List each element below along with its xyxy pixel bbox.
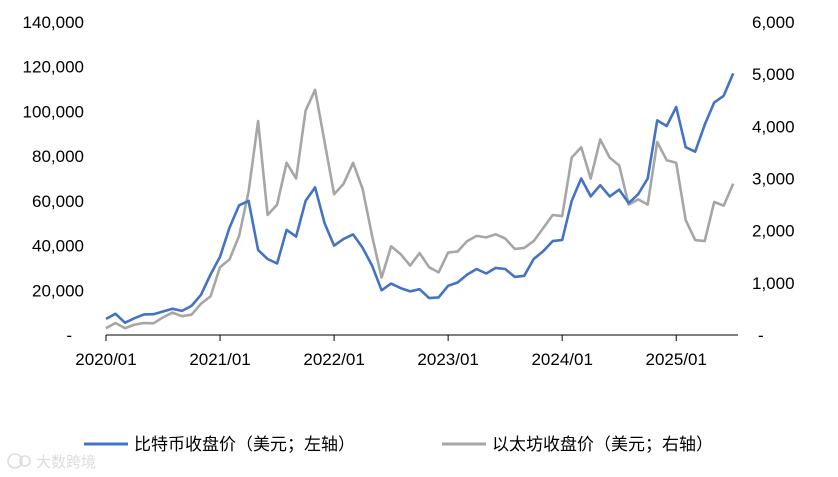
right-axis-ticks: - 1,000 2,000 3,000 4,000 5,000 6,000 [752, 13, 795, 345]
right-axis-tick-label: 2,000 [752, 222, 795, 241]
x-axis-tick-label: 2025/01 [645, 350, 706, 369]
legend: 比特币收盘价（美元；左轴） 以太坊收盘价（美元；右轴） [84, 435, 713, 455]
right-axis-tick-label: 5,000 [752, 65, 795, 84]
left-axis-tick-label: 80,000 [32, 147, 84, 166]
x-axis-tick-labels: 2020/01 2021/01 2022/01 2023/01 2024/01 2025/… [75, 350, 707, 369]
watermark-text: 大数跨境 [36, 453, 96, 471]
x-axis-tick-label: 2020/01 [75, 350, 136, 369]
legend-label-bitcoin: 比特币收盘价（美元；左轴） [134, 435, 355, 455]
x-axis-tickmarks [105, 335, 677, 341]
left-axis-ticks: - 20,000 40,000 60,000 80,000 100,000 120,000 1… [23, 13, 84, 345]
x-axis-tick-label: 2024/01 [531, 350, 592, 369]
left-axis-tick-label: 40,000 [32, 237, 84, 256]
series-line-bitcoin [105, 72, 735, 325]
left-axis-tick-label: 20,000 [32, 281, 84, 300]
left-axis-tick-label: - [66, 326, 72, 345]
watermark-logo-icon [7, 453, 31, 469]
watermark: 大数跨境 [7, 453, 96, 471]
left-axis-tick-label: 60,000 [32, 192, 84, 211]
right-axis-tick-label: - [758, 326, 764, 345]
right-axis-tick-label: 4,000 [752, 117, 795, 136]
left-axis-tick-label: 140,000 [23, 13, 84, 32]
x-axis-tick-label: 2021/01 [189, 350, 250, 369]
right-axis-tick-label: 3,000 [752, 170, 795, 189]
series-line-ethereum [105, 88, 735, 330]
left-axis-tick-label: 100,000 [23, 102, 84, 121]
right-axis-tick-label: 1,000 [752, 274, 795, 293]
x-axis-tick-label: 2022/01 [303, 350, 364, 369]
x-axis-tick-label: 2023/01 [417, 350, 478, 369]
legend-label-ethereum: 以太坊收盘价（美元；右轴） [492, 435, 713, 455]
right-axis-tick-label: 6,000 [752, 13, 795, 32]
left-axis-tick-label: 120,000 [23, 58, 84, 77]
